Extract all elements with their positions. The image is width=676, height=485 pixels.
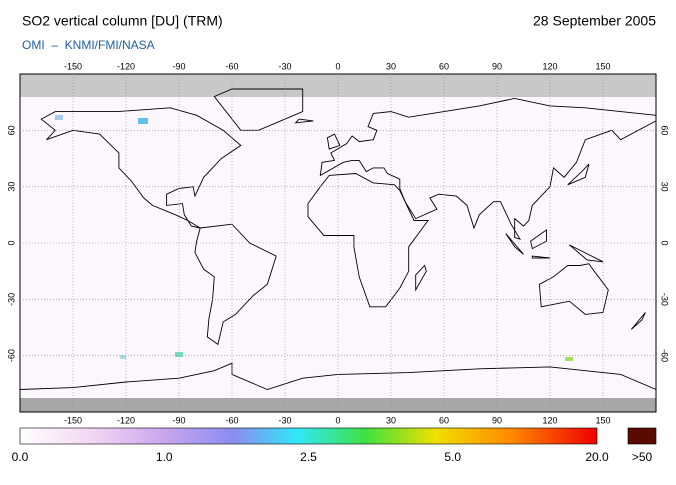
coastline [307, 173, 429, 308]
subtitle: OMI – KNMI/FMI/NASA [22, 38, 155, 52]
lon-tick-label: -90 [172, 61, 185, 71]
no-data-north [20, 74, 656, 97]
lon-tick-label: -150 [64, 415, 82, 425]
so2-speck [138, 118, 148, 124]
colorbar-label: 2.5 [300, 450, 317, 464]
coastline [531, 255, 551, 259]
lon-tick-label: 150 [595, 415, 610, 425]
lat-tick-label: 60 [660, 125, 670, 135]
lon-tick-label: 150 [595, 61, 610, 71]
lon-tick-label: 30 [386, 61, 396, 71]
coastline [20, 362, 656, 390]
coastline [326, 133, 341, 150]
coastline [567, 163, 590, 186]
lat-tick-label: 60 [6, 125, 16, 135]
coastline [213, 88, 304, 131]
lon-tick-label: 120 [542, 61, 557, 71]
colorbar-label: 20.0 [585, 450, 609, 464]
coastline [530, 229, 547, 250]
colorbar-label: 0.0 [12, 450, 29, 464]
coastline [630, 312, 646, 330]
so2-speck [55, 115, 63, 120]
coastline [319, 97, 656, 241]
lon-tick-label: -120 [117, 415, 135, 425]
lon-tick-label: -60 [225, 61, 238, 71]
lon-tick-label: 30 [386, 415, 396, 425]
lat-tick-label: 30 [6, 182, 16, 192]
colorbar-label: 1.0 [156, 450, 173, 464]
colorbar-overflow-label: >50 [632, 450, 653, 464]
date: 28 September 2005 [533, 13, 656, 29]
lat-tick-label: 0 [6, 240, 16, 245]
lon-tick-label: -30 [278, 415, 291, 425]
so2-speck [565, 357, 573, 361]
lat-tick-label: 0 [660, 240, 670, 245]
lat-tick-label: 30 [660, 182, 670, 192]
lon-tick-label: 90 [492, 61, 502, 71]
lon-tick-label: -120 [117, 61, 135, 71]
colorbar [19, 427, 598, 445]
coastline [40, 107, 242, 229]
lon-tick-label: 90 [492, 415, 502, 425]
colorbar-overflow [627, 427, 657, 445]
coastline [538, 263, 609, 315]
lon-tick-label: 0 [335, 61, 340, 71]
lon-tick-label: -90 [172, 415, 185, 425]
title: SO2 vertical column [DU] (TRM) [22, 13, 223, 29]
colorbar-label: 5.0 [444, 450, 461, 464]
lon-tick-label: -30 [278, 61, 291, 71]
coastline [194, 223, 277, 346]
lon-tick-label: -150 [64, 61, 82, 71]
lon-tick-label: 60 [439, 61, 449, 71]
lat-tick-label: -60 [660, 349, 670, 362]
lon-tick-label: 60 [439, 415, 449, 425]
so2-speck [175, 352, 183, 357]
coastline [569, 244, 604, 263]
coastline [505, 233, 524, 255]
lon-tick-label: -60 [225, 415, 238, 425]
lat-tick-label: -60 [6, 349, 16, 362]
coastline [294, 118, 314, 124]
lat-tick-label: -30 [6, 293, 16, 306]
so2-speck [120, 355, 126, 359]
lon-tick-label: 0 [335, 415, 340, 425]
lat-tick-label: -30 [660, 293, 670, 306]
coastline [415, 264, 427, 292]
lon-tick-label: 120 [542, 415, 557, 425]
